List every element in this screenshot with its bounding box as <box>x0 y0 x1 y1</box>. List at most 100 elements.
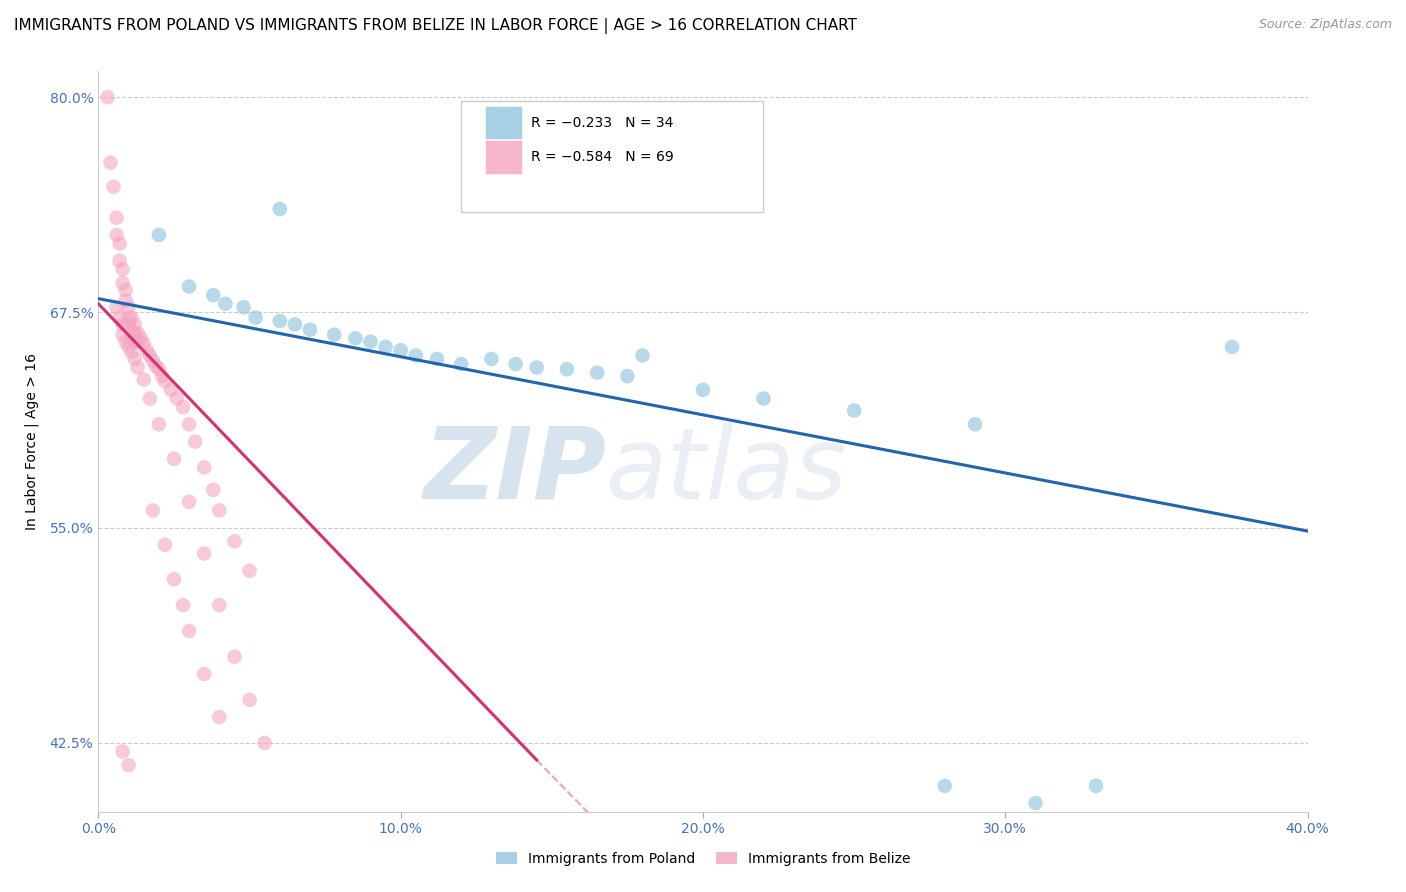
Point <box>631 348 654 362</box>
Point <box>232 300 254 314</box>
Point <box>118 300 141 314</box>
FancyBboxPatch shape <box>485 106 522 139</box>
Point <box>208 598 231 612</box>
Point <box>526 360 548 375</box>
Point <box>111 744 134 758</box>
Point <box>160 383 183 397</box>
Point <box>135 343 157 358</box>
Point <box>127 326 149 340</box>
Point <box>148 227 170 242</box>
Point <box>163 451 186 466</box>
Text: atlas: atlas <box>606 423 848 520</box>
Point <box>96 90 118 104</box>
Point <box>153 538 176 552</box>
Point <box>121 331 143 345</box>
Point <box>208 503 231 517</box>
Point <box>108 310 131 325</box>
Point <box>150 369 173 384</box>
Point <box>111 327 134 342</box>
Point <box>299 323 322 337</box>
Point <box>245 310 267 325</box>
Point <box>239 693 262 707</box>
Point <box>114 334 136 349</box>
Point <box>374 340 396 354</box>
Point <box>179 624 201 638</box>
Point <box>127 334 149 349</box>
Point <box>124 318 146 332</box>
Text: R = −0.584   N = 69: R = −0.584 N = 69 <box>531 150 673 164</box>
Point <box>124 351 146 366</box>
Point <box>172 598 194 612</box>
Point <box>555 362 578 376</box>
Point <box>111 276 134 290</box>
Point <box>118 318 141 332</box>
Point <box>124 334 146 349</box>
Point <box>121 345 143 359</box>
Point <box>172 400 194 414</box>
Point <box>269 314 291 328</box>
Point <box>450 357 472 371</box>
Text: R = −0.233   N = 34: R = −0.233 N = 34 <box>531 116 673 130</box>
Point <box>166 392 188 406</box>
Legend: Immigrants from Poland, Immigrants from Belize: Immigrants from Poland, Immigrants from … <box>491 847 915 871</box>
Point <box>224 534 246 549</box>
Point <box>111 262 134 277</box>
Point <box>1085 779 1108 793</box>
Point <box>100 155 122 169</box>
Point <box>202 288 225 302</box>
Point <box>132 373 155 387</box>
Point <box>139 348 162 362</box>
Point <box>142 353 165 368</box>
Text: Source: ZipAtlas.com: Source: ZipAtlas.com <box>1258 18 1392 31</box>
Point <box>153 374 176 388</box>
Point <box>148 362 170 376</box>
Point <box>121 310 143 325</box>
FancyBboxPatch shape <box>485 140 522 174</box>
Point <box>124 326 146 340</box>
Point <box>179 279 201 293</box>
Point <box>1220 340 1243 354</box>
Point <box>323 327 346 342</box>
Point <box>105 300 128 314</box>
Point <box>114 283 136 297</box>
Point <box>193 460 215 475</box>
Point <box>586 366 609 380</box>
Point <box>118 310 141 325</box>
Text: ZIP: ZIP <box>423 423 606 520</box>
Point <box>360 334 382 349</box>
Point <box>616 369 638 384</box>
Point <box>284 318 307 332</box>
Point <box>105 227 128 242</box>
Text: IMMIGRANTS FROM POLAND VS IMMIGRANTS FROM BELIZE IN LABOR FORCE | AGE > 16 CORRE: IMMIGRANTS FROM POLAND VS IMMIGRANTS FRO… <box>14 18 858 34</box>
Y-axis label: In Labor Force | Age > 16: In Labor Force | Age > 16 <box>24 353 38 530</box>
Point <box>193 667 215 681</box>
Point <box>184 434 207 449</box>
Point <box>108 236 131 251</box>
Point <box>269 202 291 216</box>
Point <box>389 343 412 358</box>
Point <box>405 348 427 362</box>
Point <box>426 351 449 366</box>
Point <box>224 649 246 664</box>
Point <box>844 403 866 417</box>
Point <box>505 357 527 371</box>
Point <box>118 340 141 354</box>
Point <box>142 503 165 517</box>
Point <box>114 293 136 308</box>
Point <box>139 392 162 406</box>
Point <box>179 417 201 432</box>
Point <box>193 546 215 560</box>
Point <box>105 211 128 225</box>
Point <box>108 253 131 268</box>
Point <box>253 736 276 750</box>
Point <box>692 383 714 397</box>
Point <box>163 572 186 586</box>
Point <box>129 331 152 345</box>
Point <box>145 359 167 373</box>
Point <box>127 360 149 375</box>
Point <box>179 495 201 509</box>
Point <box>103 179 125 194</box>
Point <box>934 779 956 793</box>
Point <box>118 758 141 772</box>
Point <box>239 564 262 578</box>
